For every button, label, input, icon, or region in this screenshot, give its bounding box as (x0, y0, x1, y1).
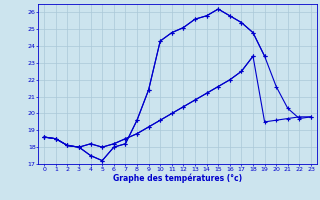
X-axis label: Graphe des températures (°c): Graphe des températures (°c) (113, 173, 242, 183)
